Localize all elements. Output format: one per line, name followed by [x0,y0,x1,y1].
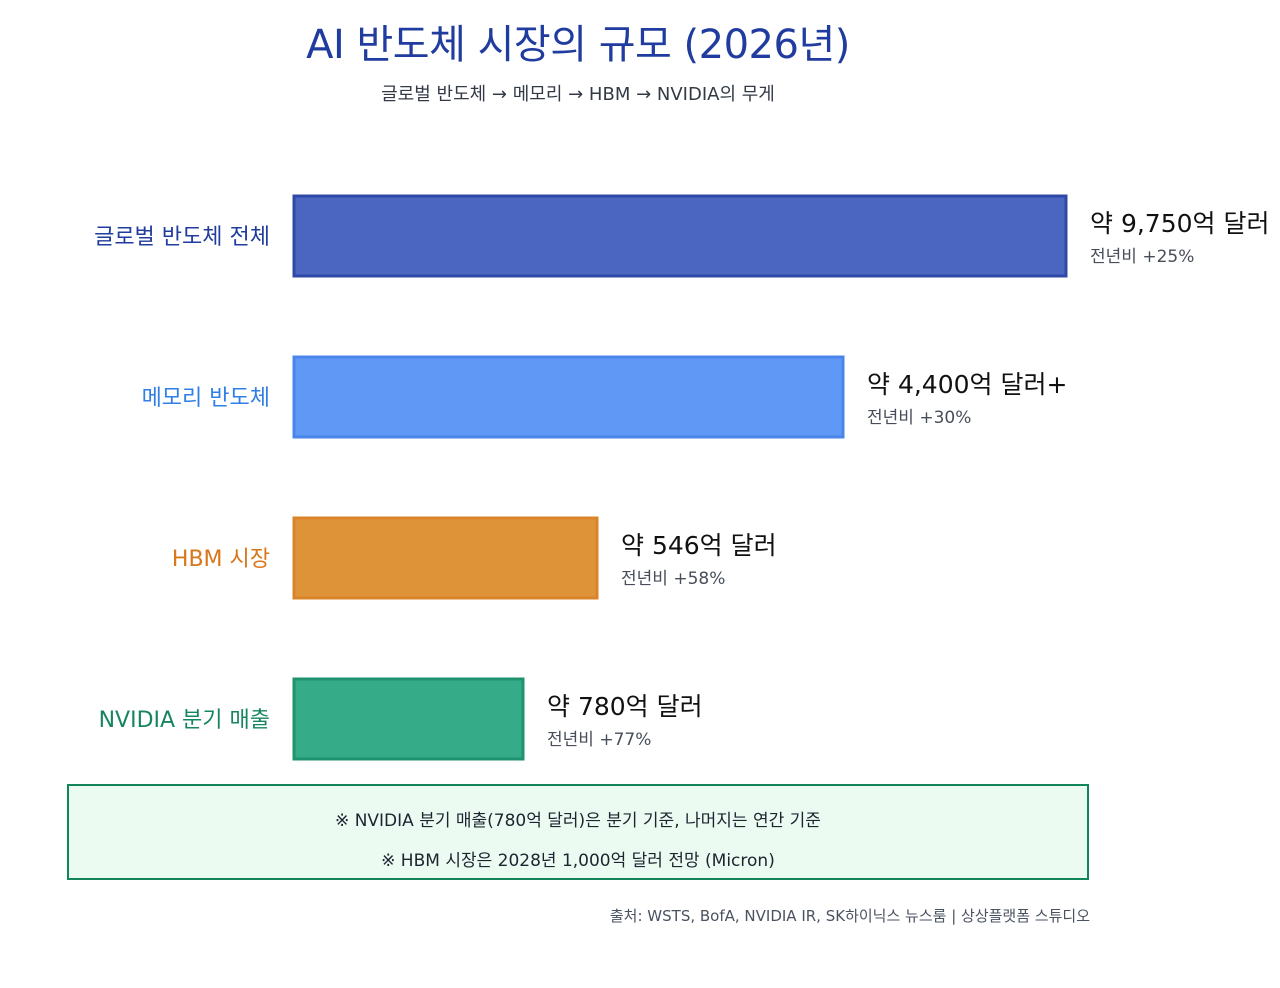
growth-label: 전년비 +77% [547,730,651,750]
value-label: 약 780억 달러 [547,692,703,721]
bar [292,194,1068,278]
bar [292,677,525,761]
value-label: 약 9,750억 달러 [1090,209,1269,238]
category-label: NVIDIA 분기 매출 [99,708,270,733]
category-label: 메모리 반도체 [142,386,270,411]
category-label: HBM 시장 [172,547,270,572]
note-line-quarterly: ※ NVIDIA 분기 매출(780억 달러)은 분기 기준, 나머지는 연간 … [335,811,821,831]
bar [292,516,599,600]
note-line-hbm-forecast: ※ HBM 시장은 2028년 1,000억 달러 전망 (Micron) [381,851,775,871]
bar [292,355,845,439]
category-label: 글로벌 반도체 전체 [94,225,270,250]
note-box: ※ NVIDIA 분기 매출(780억 달러)은 분기 기준, 나머지는 연간 … [67,784,1089,880]
growth-label: 전년비 +25% [1090,247,1194,267]
growth-label: 전년비 +30% [867,408,971,428]
value-label: 약 546억 달러 [621,531,777,560]
growth-label: 전년비 +58% [621,569,725,589]
source-credit: 출처: WSTS, BofA, NVIDIA IR, SK하이닉스 뉴스룸 | … [609,907,1090,925]
value-label: 약 4,400억 달러+ [867,370,1067,399]
chart-title: AI 반도체 시장의 규모 (2026년) [306,22,850,68]
chart-subtitle: 글로벌 반도체 → 메모리 → HBM → NVIDIA의 무게 [381,84,775,105]
